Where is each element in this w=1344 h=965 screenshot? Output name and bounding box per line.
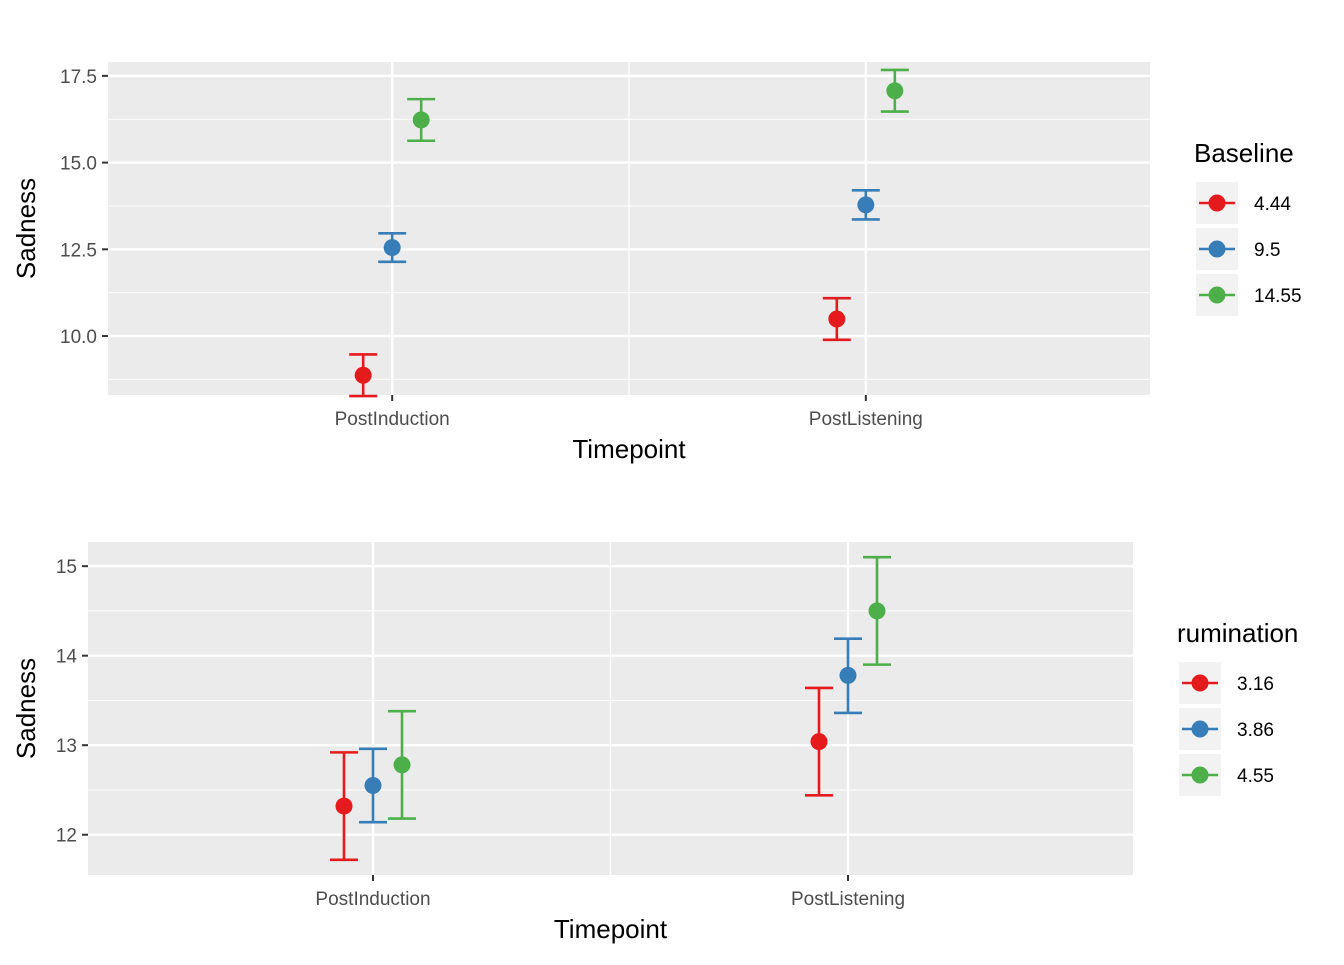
- series-3.16: [330, 686, 833, 862]
- y-tick-label: 17.5: [60, 67, 97, 88]
- legend-label: 14.55: [1254, 286, 1302, 307]
- legend-key-point: [1191, 674, 1209, 692]
- legend-key-point: [1208, 194, 1226, 212]
- y-tick-label: 12.5: [60, 240, 97, 261]
- series-3.86: [359, 637, 862, 824]
- data-point: [828, 310, 846, 328]
- legend-key-point: [1208, 240, 1226, 258]
- y-axis-title: Sadness: [11, 178, 41, 279]
- data-point: [810, 733, 828, 751]
- legend: Baseline 4.44 9.5 14.55: [1194, 138, 1302, 316]
- x-tick-label: PostInduction: [315, 889, 430, 910]
- x-tick-label: PostListening: [791, 889, 905, 910]
- x-axis-title: Timepoint: [572, 434, 686, 464]
- data-point: [393, 756, 411, 774]
- data-point: [354, 366, 372, 384]
- y-tick-label: 10.0: [60, 327, 97, 348]
- legend-title: Baseline: [1194, 138, 1294, 168]
- legend-item-3.86: 3.86: [1179, 708, 1274, 750]
- data-point: [857, 196, 875, 214]
- x-tick-label: PostInduction: [335, 409, 450, 430]
- series-14.55: [407, 68, 909, 143]
- legend-item-14.55: 14.55: [1196, 274, 1302, 316]
- y-tick-label: 15.0: [60, 154, 97, 175]
- series-4.44: [349, 296, 851, 398]
- series-4.55: [388, 555, 891, 820]
- legend-label: 9.5: [1254, 240, 1280, 261]
- legend-key-point: [1208, 286, 1226, 304]
- y-tick-label: 13: [56, 736, 77, 757]
- legend-label: 4.44: [1254, 194, 1291, 215]
- legend-key-point: [1191, 720, 1209, 738]
- x-tick-label: PostListening: [809, 409, 923, 430]
- legend-key-point: [1191, 766, 1209, 784]
- y-axis-title: Sadness: [11, 658, 41, 759]
- legend-label: 3.16: [1237, 674, 1274, 695]
- data-point: [886, 82, 904, 100]
- legend-item-9.5: 9.5: [1196, 228, 1280, 270]
- data-point: [383, 239, 401, 257]
- legend-title: rumination: [1177, 618, 1298, 648]
- legend-item-4.55: 4.55: [1179, 754, 1274, 796]
- legend-label: 3.86: [1237, 720, 1274, 741]
- chart-panel-1: 10.0 12.5 15.0 17.5 PostInduction PostListeni…: [11, 62, 1302, 464]
- legend-item-4.44: 4.44: [1196, 182, 1291, 224]
- series-9.5: [378, 189, 880, 264]
- y-tick-label: 12: [56, 826, 77, 847]
- legend-item-3.16: 3.16: [1179, 662, 1274, 704]
- data-point: [868, 602, 886, 620]
- data-point: [364, 776, 382, 794]
- legend-label: 4.55: [1237, 766, 1274, 787]
- chart-panel-2: 12 13 14 15 PostInduction PostListening Timepo…: [11, 542, 1298, 944]
- data-point: [335, 797, 353, 815]
- y-tick-label: 15: [56, 557, 77, 578]
- data-point: [412, 111, 430, 129]
- y-tick-label: 14: [56, 647, 78, 668]
- x-axis-title: Timepoint: [554, 914, 668, 944]
- data-point: [839, 666, 857, 684]
- legend: rumination 3.16 3.86 4.55: [1177, 618, 1298, 796]
